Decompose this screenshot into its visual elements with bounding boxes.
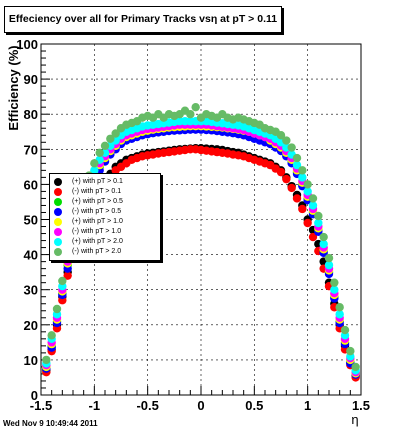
data-point-series-7	[47, 331, 56, 340]
data-point-series-7	[324, 253, 334, 263]
legend-marker	[54, 238, 62, 246]
data-point-series-1	[298, 204, 307, 214]
legend-entry: (+) with pT > 1.0	[50, 217, 160, 227]
legend-entry: (+) with pT > 0.1	[50, 177, 160, 187]
data-point-series-7	[100, 141, 110, 150]
x-axis-label: η	[351, 412, 358, 427]
data-point-series-7	[186, 110, 195, 119]
data-point-series-7	[282, 136, 291, 145]
legend-label: (+) with pT > 1.0	[72, 218, 123, 225]
legend-label: (+) with pT > 0.5	[72, 198, 123, 205]
data-point-series-7	[42, 355, 51, 365]
legend-marker	[54, 218, 62, 226]
data-point-series-7	[95, 148, 104, 158]
data-point-series-7	[330, 278, 339, 287]
legend-marker	[54, 178, 62, 186]
data-point-series-7	[58, 276, 67, 286]
y-tick-label: 30	[24, 283, 38, 298]
data-point-series-6	[292, 160, 302, 170]
legend-label: (-) with pT > 0.5	[72, 208, 122, 215]
data-point-series-7	[191, 102, 200, 112]
data-point-series-1	[303, 218, 312, 228]
y-tick-label: 80	[24, 107, 38, 122]
legend-entry: (-) with pT > 0.1	[50, 187, 160, 197]
legend-label: (+) with pT > 2.0	[72, 238, 123, 245]
y-tick-label: 70	[24, 142, 38, 157]
legend-entry: (+) with pT > 2.0	[50, 237, 160, 247]
legend-entry: (+) with pT > 0.5	[50, 197, 160, 207]
x-tick-label: -1	[89, 398, 101, 413]
data-point-series-7	[287, 143, 296, 152]
legend-label: (-) with pT > 2.0	[72, 248, 122, 255]
data-point-series-6	[308, 201, 318, 210]
data-point-series-7	[335, 303, 344, 312]
data-point-series-7	[52, 304, 62, 314]
data-point-series-6	[319, 239, 328, 249]
data-point-series-6	[298, 173, 307, 182]
x-tick-label: -0.5	[136, 398, 158, 413]
x-tick-label: 0	[197, 398, 204, 413]
x-tick-label: 1.5	[352, 398, 370, 413]
chart-legend: (+) with pT > 0.1 (-) with pT > 0.1 (+) wi…	[49, 173, 161, 261]
y-tick-label: 0	[31, 388, 38, 403]
data-point-series-7	[308, 194, 318, 203]
data-point-series-7	[340, 325, 350, 335]
data-point-series-1	[308, 232, 318, 242]
legend-marker	[54, 248, 62, 256]
legend-entry: (-) with pT > 2.0	[50, 247, 160, 257]
legend-label: (-) with pT > 1.0	[72, 228, 122, 235]
data-point-series-1	[276, 167, 286, 177]
legend-label: (+) with pT > 0.1	[72, 178, 123, 185]
data-point-series-6	[330, 285, 339, 294]
data-point-series-7	[90, 159, 99, 168]
data-point-series-6	[324, 260, 334, 270]
x-tick-label: -1.5	[30, 398, 52, 413]
legend-entry: (-) with pT > 0.5	[50, 207, 160, 217]
y-tick-label: 10	[24, 353, 38, 368]
data-point-series-7	[292, 153, 302, 163]
x-tick-label: 1	[304, 398, 311, 413]
data-point-series-7	[314, 211, 323, 221]
chart-title: Effeciency over all for Primary Tracks v…	[4, 6, 282, 33]
data-point-series-6	[90, 166, 99, 175]
legend-marker	[54, 188, 62, 196]
data-point-series-7	[276, 131, 286, 140]
legend-marker	[54, 198, 62, 206]
data-point-series-7	[319, 232, 328, 242]
y-tick-label: 50	[24, 213, 38, 228]
data-point-series-1	[63, 271, 72, 280]
data-point-series-1	[287, 183, 296, 193]
data-point-series-6	[335, 310, 344, 319]
y-tick-label: 100	[16, 37, 38, 52]
legend-marker	[54, 228, 62, 236]
data-point-series-1	[282, 174, 291, 184]
legend-entry: (-) with pT > 1.0	[50, 227, 160, 237]
data-point-series-7	[106, 134, 115, 143]
data-point-series-7	[298, 166, 307, 175]
y-tick-label: 20	[24, 318, 38, 333]
data-point-series-6	[303, 187, 312, 196]
data-point-series-6	[314, 218, 323, 228]
x-tick-label: 0.5	[245, 398, 263, 413]
data-point-series-7	[111, 129, 120, 138]
data-point-series-1	[292, 194, 302, 203]
y-axis-label: Efficiency (%)	[6, 45, 21, 130]
legend-label: (-) with pT > 0.1	[72, 188, 122, 195]
data-point-series-7	[351, 362, 360, 372]
data-point-series-7	[346, 346, 355, 356]
timestamp-footer: Wed Nov 9 10:49:44 2011	[3, 419, 98, 428]
y-tick-label: 40	[24, 248, 38, 263]
y-tick-label: 90	[24, 72, 38, 87]
y-tick-label: 60	[24, 177, 38, 192]
data-point-series-7	[303, 180, 312, 189]
legend-marker	[54, 208, 62, 216]
